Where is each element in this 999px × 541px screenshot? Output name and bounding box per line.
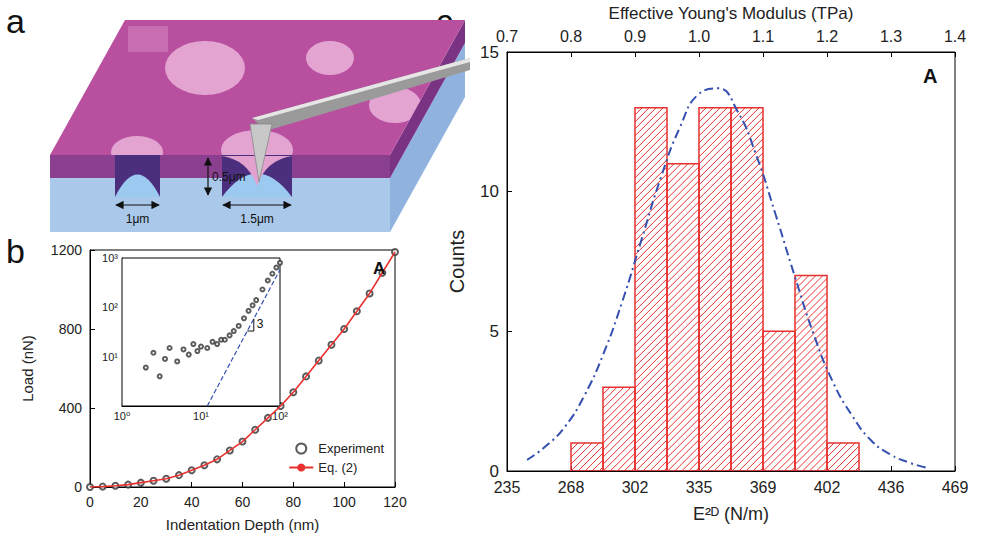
svg-text:0: 0 bbox=[74, 479, 82, 495]
svg-text:10²: 10² bbox=[272, 409, 288, 422]
svg-text:A: A bbox=[373, 259, 385, 278]
svg-text:10³: 10³ bbox=[102, 252, 118, 264]
svg-text:80: 80 bbox=[286, 494, 302, 510]
svg-text:0.7: 0.7 bbox=[496, 28, 518, 45]
svg-text:335: 335 bbox=[686, 479, 713, 496]
svg-text:10²: 10² bbox=[102, 301, 118, 313]
svg-text:10⁰: 10⁰ bbox=[114, 410, 131, 422]
svg-text:Effective Young's Modulus (TPa: Effective Young's Modulus (TPa) bbox=[609, 4, 854, 23]
svg-text:1.4: 1.4 bbox=[944, 28, 966, 45]
svg-text:Load (nN): Load (nN) bbox=[19, 335, 36, 402]
svg-text:436: 436 bbox=[878, 479, 905, 496]
svg-text:b: b bbox=[6, 232, 25, 270]
svg-text:60: 60 bbox=[235, 494, 251, 510]
svg-text:Indentation Depth (nm): Indentation Depth (nm) bbox=[166, 516, 319, 533]
svg-text:40: 40 bbox=[184, 494, 200, 510]
svg-text:0: 0 bbox=[86, 494, 94, 510]
svg-text:369: 369 bbox=[750, 479, 777, 496]
svg-text:1.0: 1.0 bbox=[688, 28, 710, 45]
svg-text:20: 20 bbox=[133, 494, 149, 510]
svg-text:1.1: 1.1 bbox=[752, 28, 774, 45]
svg-text:a: a bbox=[6, 2, 25, 40]
svg-text:1μm: 1μm bbox=[126, 212, 150, 226]
svg-text:400: 400 bbox=[59, 400, 83, 416]
svg-text:5: 5 bbox=[490, 322, 499, 341]
svg-text:268: 268 bbox=[558, 479, 585, 496]
svg-text:100: 100 bbox=[332, 494, 356, 510]
svg-text:Experiment: Experiment bbox=[318, 441, 384, 456]
svg-text:10: 10 bbox=[480, 182, 499, 201]
svg-text:120: 120 bbox=[383, 494, 407, 510]
svg-text:0.5μm: 0.5μm bbox=[212, 170, 246, 184]
svg-text:Counts: Counts bbox=[446, 230, 468, 293]
svg-text:A: A bbox=[923, 65, 937, 87]
svg-text:E²ᴰ (N/m): E²ᴰ (N/m) bbox=[693, 504, 769, 524]
svg-text:1.2: 1.2 bbox=[816, 28, 838, 45]
svg-text:3: 3 bbox=[257, 317, 264, 331]
svg-text:10¹: 10¹ bbox=[193, 410, 209, 422]
svg-text:1200: 1200 bbox=[51, 242, 82, 258]
svg-text:10¹: 10¹ bbox=[102, 351, 118, 363]
svg-text:0.8: 0.8 bbox=[560, 28, 582, 45]
svg-text:302: 302 bbox=[622, 479, 649, 496]
svg-text:Eq. (2): Eq. (2) bbox=[318, 460, 357, 475]
svg-text:15: 15 bbox=[480, 43, 499, 62]
svg-text:469: 469 bbox=[942, 479, 969, 496]
svg-text:1.5μm: 1.5μm bbox=[240, 212, 274, 226]
svg-text:800: 800 bbox=[59, 321, 83, 337]
svg-text:402: 402 bbox=[814, 479, 841, 496]
svg-text:235: 235 bbox=[494, 479, 521, 496]
svg-text:0: 0 bbox=[489, 461, 499, 481]
svg-text:1.3: 1.3 bbox=[880, 28, 902, 45]
svg-text:0.9: 0.9 bbox=[624, 28, 646, 45]
